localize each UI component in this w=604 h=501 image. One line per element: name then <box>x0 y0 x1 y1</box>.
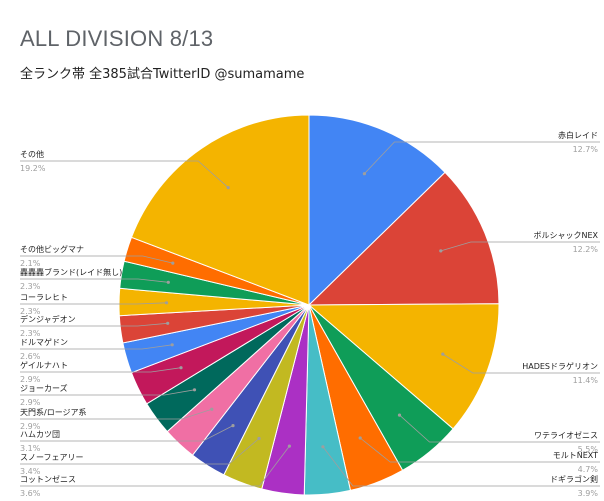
pie-slice-0 <box>308 114 446 307</box>
leader-dot-13 <box>166 321 170 325</box>
slice-percent-16: 2.1% <box>20 259 41 268</box>
leader-line-16 <box>20 255 173 264</box>
slice-label-5: ドギラゴン剣 <box>550 474 598 484</box>
leader-dot-11 <box>179 366 183 370</box>
leader-line-8 <box>20 425 234 442</box>
leader-line-15 <box>20 278 169 283</box>
slice-label-8: ハムカツ団 <box>20 430 60 439</box>
slice-label-6: コットンゼニス <box>20 474 76 484</box>
slice-label-3: ワテライオゼニス <box>534 430 598 440</box>
slice-percent-12: 2.6% <box>20 352 41 361</box>
slice-percent-0: 12.7% <box>573 145 599 154</box>
slice-percent-2: 11.4% <box>573 376 599 385</box>
slice-label-0: 赤白レイド <box>558 130 598 140</box>
leader-dot-5 <box>321 445 325 449</box>
leader-line-1 <box>440 241 600 252</box>
leader-line-0 <box>364 141 600 174</box>
leader-line-3 <box>399 414 600 443</box>
slice-percent-7: 3.4% <box>20 467 41 476</box>
leader-line-17 <box>20 160 229 188</box>
leader-dot-15 <box>166 280 170 284</box>
leader-line-7 <box>20 438 260 465</box>
chart-title: ALL DIVISION 8/13 <box>20 26 214 51</box>
pie-slice-1 <box>307 171 500 306</box>
leader-line-4 <box>359 437 600 463</box>
slice-label-11: ゲイルナハト <box>20 360 68 370</box>
leader-line-9 <box>20 408 212 420</box>
slice-label-14: コーラレヒト <box>20 293 68 302</box>
leader-dot-6 <box>287 444 291 448</box>
leader-dot-7 <box>257 436 261 441</box>
slice-percent-5: 3.9% <box>578 489 599 498</box>
slice-percent-4: 4.7% <box>578 465 599 474</box>
leader-line-13 <box>20 322 168 327</box>
slice-percent-11: 2.9% <box>20 375 41 384</box>
slice-label-13: デンジャデオン <box>20 314 76 324</box>
slice-labels: 赤白レイド 12.7% ボルシャックNEX 12.2% HADESドラゲリオン 11.4%… <box>20 130 599 498</box>
slice-label-17: その他 <box>20 149 44 159</box>
leader-line-5 <box>322 446 600 487</box>
leader-dot-16 <box>171 261 175 265</box>
slice-percent-8: 3.1% <box>20 444 41 453</box>
slice-label-12: ドルマゲドン <box>20 337 68 347</box>
leader-line-11 <box>20 367 182 373</box>
leader-line-10 <box>20 389 195 396</box>
leader-dot-4 <box>358 436 362 440</box>
leader-dot-8 <box>231 424 235 428</box>
leader-dot-10 <box>192 388 197 392</box>
slice-percent-15: 2.3% <box>20 282 41 291</box>
pie-slice-2 <box>307 303 500 430</box>
slice-percent-13: 2.3% <box>20 329 41 338</box>
pie-slices <box>118 114 500 496</box>
leader-dot-0 <box>362 172 366 176</box>
pie-slice-17 <box>130 114 310 306</box>
slice-percent-9: 2.9% <box>20 422 41 431</box>
slice-label-2: HADESドラゲリオン <box>522 361 598 371</box>
leader-dot-3 <box>397 413 402 417</box>
chart-subtitle: 全ランク帯 全385試合TwitterID @sumamame <box>20 67 305 82</box>
slice-label-15: 轟轟轟ブランド(レイド無し) <box>20 267 122 277</box>
slice-percent-6: 3.6% <box>20 489 41 498</box>
slice-label-1: ボルシャックNEX <box>533 231 598 240</box>
slice-percent-1: 12.2% <box>573 245 599 254</box>
label-leader-lines <box>20 141 600 487</box>
leader-dot-1 <box>439 249 443 253</box>
leader-dot-12 <box>170 343 174 347</box>
leader-dot-17 <box>226 186 230 190</box>
leader-line-12 <box>20 344 173 350</box>
slice-percent-14: 2.3% <box>20 307 41 316</box>
slice-label-7: スノーフェアリー <box>20 453 84 462</box>
slice-percent-17: 19.2% <box>20 164 46 173</box>
leader-line-2 <box>442 353 600 374</box>
slice-percent-10: 2.9% <box>20 398 41 407</box>
leader-dot-14 <box>164 301 169 305</box>
slice-label-10: ジョーカーズ <box>20 383 68 393</box>
leader-line-6 <box>20 445 290 487</box>
leader-dot-2 <box>441 352 445 356</box>
slice-label-9: 天門系/ロージア系 <box>20 407 87 417</box>
slice-label-4: モルトNEXT <box>553 451 598 460</box>
slice-label-16: その他ビッグマナ <box>20 244 84 254</box>
slice-percent-3: 5.5% <box>578 445 599 454</box>
leader-line-14 <box>20 302 167 305</box>
leader-dot-9 <box>210 407 214 411</box>
